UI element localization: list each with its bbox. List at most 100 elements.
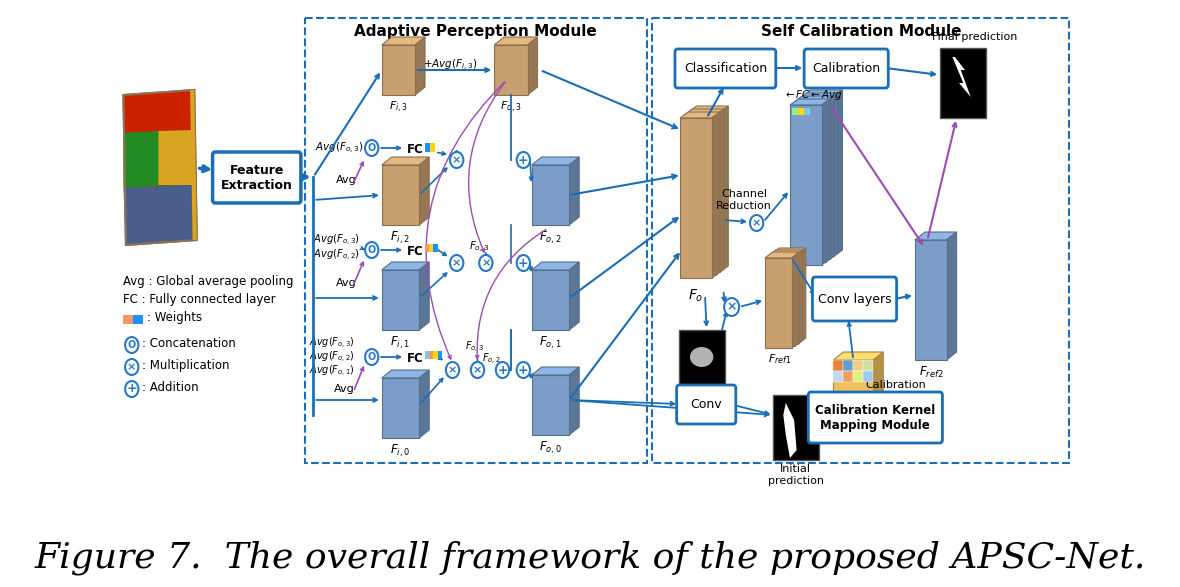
Text: ×: × <box>448 365 457 375</box>
Bar <box>653 18 1069 463</box>
Bar <box>430 143 435 152</box>
Text: Classification: Classification <box>684 62 767 75</box>
Text: ×: × <box>452 155 461 165</box>
Text: $Avg(F_{o,3})$: $Avg(F_{o,3})$ <box>313 232 360 248</box>
Circle shape <box>750 215 763 231</box>
Text: Adaptive Perception Module: Adaptive Perception Module <box>354 24 597 39</box>
Text: Self Calibration Module: Self Calibration Module <box>761 24 961 39</box>
Text: : Concatenation: : Concatenation <box>142 337 236 350</box>
Text: $Avg(F_{o,2})$: $Avg(F_{o,2})$ <box>313 248 360 262</box>
Text: Feature
Extraction: Feature Extraction <box>221 164 293 191</box>
Polygon shape <box>419 157 430 225</box>
Text: : Weights: : Weights <box>146 311 202 324</box>
Bar <box>853 360 864 371</box>
Polygon shape <box>527 37 538 95</box>
Text: ×: × <box>727 301 736 313</box>
Text: $F_o$: $F_o$ <box>688 288 703 305</box>
Polygon shape <box>124 185 195 245</box>
Polygon shape <box>124 90 197 245</box>
Polygon shape <box>684 109 725 115</box>
Polygon shape <box>873 352 884 405</box>
Polygon shape <box>794 102 826 262</box>
Ellipse shape <box>690 347 713 367</box>
Text: $F_{o,3}$: $F_{o,3}$ <box>500 100 522 115</box>
Polygon shape <box>772 254 799 344</box>
Text: $F_{i,3}$: $F_{i,3}$ <box>389 100 408 115</box>
Polygon shape <box>680 118 712 278</box>
Text: $F_{o,3}$: $F_{o,3}$ <box>465 340 484 355</box>
Polygon shape <box>419 370 430 438</box>
Bar <box>433 351 438 359</box>
Polygon shape <box>830 93 838 259</box>
Polygon shape <box>190 90 197 240</box>
Polygon shape <box>772 248 806 254</box>
Polygon shape <box>795 250 802 346</box>
Polygon shape <box>569 367 579 435</box>
Text: FC: FC <box>407 245 424 258</box>
Text: $F_{o,3}$: $F_{o,3}$ <box>470 240 490 255</box>
Text: Avg : Global average pooling: Avg : Global average pooling <box>124 275 294 288</box>
Bar <box>804 108 809 115</box>
Bar <box>124 315 133 324</box>
Circle shape <box>365 140 379 156</box>
Polygon shape <box>532 375 569 435</box>
Polygon shape <box>799 248 806 344</box>
Circle shape <box>125 337 138 353</box>
Circle shape <box>517 152 530 168</box>
Polygon shape <box>124 131 158 188</box>
Polygon shape <box>532 270 569 330</box>
Polygon shape <box>833 352 884 360</box>
FancyBboxPatch shape <box>676 385 736 424</box>
Polygon shape <box>914 232 957 240</box>
Text: +: + <box>518 153 529 167</box>
Polygon shape <box>124 90 195 133</box>
FancyBboxPatch shape <box>804 49 889 88</box>
Bar <box>438 351 441 359</box>
Bar <box>680 330 725 385</box>
Polygon shape <box>569 262 579 330</box>
Bar <box>425 351 430 359</box>
Polygon shape <box>381 378 419 438</box>
Text: Initial
prediction: Initial prediction <box>768 464 824 485</box>
Text: O: O <box>368 143 376 153</box>
Polygon shape <box>494 37 538 45</box>
Text: Avg: Avg <box>336 278 356 288</box>
Polygon shape <box>532 157 579 165</box>
FancyBboxPatch shape <box>813 277 897 321</box>
Circle shape <box>517 255 530 271</box>
Bar <box>793 108 799 115</box>
Bar <box>853 371 864 382</box>
Polygon shape <box>494 45 527 95</box>
Circle shape <box>446 362 459 378</box>
Bar <box>844 371 853 382</box>
Polygon shape <box>821 99 830 265</box>
Text: FC: FC <box>407 352 424 365</box>
Text: $Avg(F_{o,3})$: $Avg(F_{o,3})$ <box>309 335 355 350</box>
Polygon shape <box>381 45 415 95</box>
Text: $F_{i,0}$: $F_{i,0}$ <box>391 443 409 460</box>
Bar <box>433 244 438 252</box>
Text: $Avg(F_{o,1})$: $Avg(F_{o,1})$ <box>309 363 355 379</box>
Polygon shape <box>381 157 430 165</box>
Polygon shape <box>532 367 579 375</box>
Polygon shape <box>789 105 821 265</box>
Circle shape <box>725 298 739 316</box>
Text: Calibration: Calibration <box>812 62 880 75</box>
Text: $\leftarrow FC \leftarrow Avg$: $\leftarrow FC \leftarrow Avg$ <box>784 88 844 102</box>
Polygon shape <box>569 157 579 225</box>
Bar <box>844 360 853 371</box>
FancyBboxPatch shape <box>808 392 943 443</box>
Circle shape <box>450 152 464 168</box>
Text: Calibration
kernel: Calibration kernel <box>865 380 925 402</box>
Text: Channel
Reduction: Channel Reduction <box>716 189 772 211</box>
Polygon shape <box>826 96 834 262</box>
Polygon shape <box>688 112 720 272</box>
Text: Avg: Avg <box>334 384 355 394</box>
Text: ×: × <box>481 258 491 268</box>
Bar <box>864 371 873 382</box>
Text: $F_{ref1}$: $F_{ref1}$ <box>768 352 792 366</box>
Polygon shape <box>768 256 795 346</box>
Text: +: + <box>518 363 529 376</box>
Bar <box>306 18 647 463</box>
Text: FC: FC <box>407 143 424 156</box>
